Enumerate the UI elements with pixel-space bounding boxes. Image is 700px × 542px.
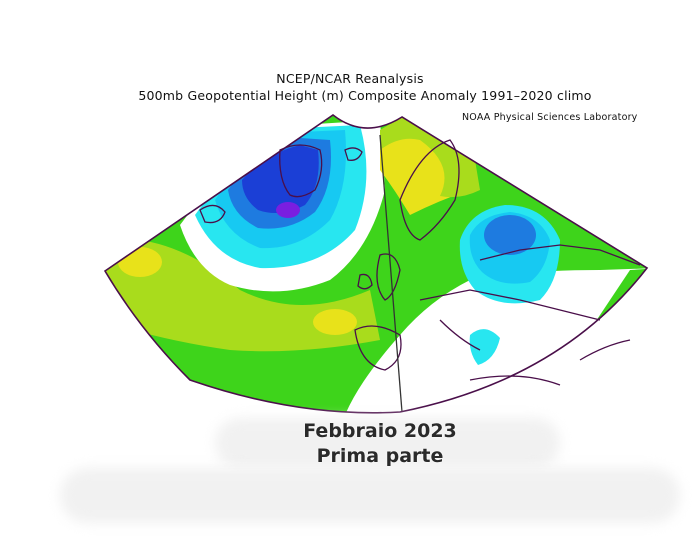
credit-label: NOAA Physical Sciences Laboratory — [462, 112, 638, 123]
caption-subtitle: Prima parte — [316, 445, 444, 467]
title-line-2: 500mb Geopotential Height (m) Composite … — [138, 88, 592, 103]
anomaly-field — [105, 115, 647, 413]
coastlines — [199, 139, 641, 386]
anomaly-max-atlantic-east — [313, 309, 357, 335]
anomaly-max-atlantic-west — [118, 247, 162, 277]
scandinavia-outline — [399, 139, 460, 241]
meridian-line — [379, 134, 403, 413]
iberia-outline — [354, 325, 402, 371]
caption-month: Febbraio 2023 — [303, 420, 457, 442]
map-frame — [103, 114, 649, 414]
footer-backdrop — [60, 468, 680, 523]
caption-backdrop — [215, 418, 560, 468]
title-line-1: NCEP/NCAR Reanalysis — [276, 71, 424, 86]
anomaly-band-yellowgreen-west — [105, 238, 380, 352]
map-title: NCEP/NCAR Reanalysis 500mb Geopotential … — [0, 70, 700, 104]
britain-outline — [376, 253, 401, 301]
greenland-outline — [279, 144, 323, 198]
